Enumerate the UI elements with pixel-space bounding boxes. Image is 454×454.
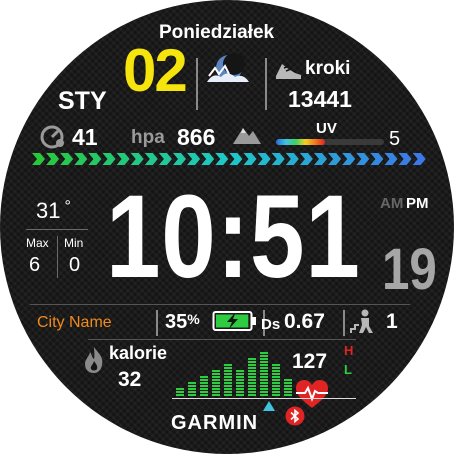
floors-value: 1 bbox=[386, 310, 398, 333]
uv-bar bbox=[276, 139, 384, 145]
battery-percent: 35% bbox=[165, 311, 200, 334]
temperature-number: 31 bbox=[36, 198, 61, 223]
distance-label: Ds bbox=[261, 316, 281, 333]
lower-divider bbox=[88, 339, 356, 340]
chevron bbox=[229, 153, 243, 165]
chevron bbox=[342, 153, 356, 165]
barometer-value: 41 bbox=[72, 124, 98, 150]
chevron bbox=[314, 153, 327, 165]
heart-icon bbox=[296, 380, 328, 408]
max-value: 6 bbox=[29, 254, 41, 276]
chevron bbox=[102, 153, 116, 165]
uv-bar-fill bbox=[276, 139, 325, 145]
calories-label: kalorie bbox=[109, 343, 168, 363]
chevron bbox=[130, 153, 144, 165]
battery-icon bbox=[212, 311, 256, 331]
calories-value: 32 bbox=[118, 368, 142, 391]
pressure-value: 866 bbox=[177, 124, 216, 150]
chevron bbox=[257, 153, 271, 165]
chevron bbox=[299, 153, 313, 165]
chevron bbox=[384, 153, 398, 165]
chevron bbox=[243, 153, 257, 165]
heart-rate-value: 127 bbox=[292, 350, 328, 373]
heart-rate-bar bbox=[176, 388, 184, 396]
city-name: City Name bbox=[37, 314, 112, 331]
chevron bbox=[158, 153, 172, 165]
heart-rate-bar bbox=[260, 352, 268, 396]
brand-logo: GARMIN bbox=[171, 412, 259, 434]
battery-divider bbox=[263, 310, 265, 336]
degree-symbol: ° bbox=[64, 198, 71, 215]
chevron bbox=[370, 153, 384, 165]
steps-value: 13441 bbox=[288, 86, 352, 112]
flame-icon bbox=[85, 347, 103, 373]
weather-divider bbox=[26, 229, 88, 230]
chart-baseline bbox=[172, 398, 356, 399]
chevron bbox=[173, 153, 186, 165]
chevron bbox=[144, 153, 158, 165]
bluetooth-icon bbox=[285, 406, 305, 426]
heart-rate-bar bbox=[272, 364, 280, 396]
heart-high-label: H bbox=[344, 343, 354, 358]
chevron bbox=[46, 153, 60, 165]
chevron bbox=[356, 153, 370, 165]
max-label: Max bbox=[26, 236, 49, 250]
heart-rate-bar bbox=[248, 358, 256, 396]
chevron bbox=[285, 153, 299, 165]
chevron bbox=[187, 153, 201, 165]
chevron bbox=[215, 153, 229, 165]
heart-rate-chart bbox=[176, 352, 292, 396]
heart-rate-bar bbox=[284, 379, 292, 396]
max-min-divider bbox=[57, 236, 58, 278]
chevron bbox=[74, 153, 88, 165]
stairs-person-icon bbox=[350, 309, 373, 333]
battery-percent-sign: % bbox=[187, 311, 200, 327]
heart-rate-bar bbox=[200, 376, 208, 396]
header-divider bbox=[265, 58, 267, 110]
day-name: Poniedziałek bbox=[159, 22, 275, 43]
heart-rate-bar bbox=[212, 370, 220, 396]
mountain-icon bbox=[233, 128, 261, 144]
uv-label: UV bbox=[316, 120, 337, 137]
steps-label: kroki bbox=[305, 58, 351, 79]
shoe-icon bbox=[276, 64, 301, 79]
seconds-display: 19 bbox=[382, 237, 437, 302]
chevron bbox=[412, 153, 426, 165]
time-display: 10:51 bbox=[106, 171, 361, 303]
heart-low-label: L bbox=[344, 362, 352, 377]
min-value: 0 bbox=[69, 254, 81, 276]
chevron bbox=[201, 153, 215, 165]
chevron bbox=[116, 153, 130, 165]
heart-rate-bar bbox=[188, 382, 196, 396]
header-divider-left bbox=[196, 58, 198, 110]
chevron bbox=[328, 153, 342, 165]
chevron-band bbox=[32, 153, 426, 165]
month-label: STY bbox=[58, 87, 107, 115]
pm-indicator: PM bbox=[406, 195, 429, 212]
middle-divider bbox=[30, 304, 410, 305]
distance-divider bbox=[343, 310, 345, 336]
temperature-value: 31 ° bbox=[36, 198, 71, 224]
distance-value: 0.67 bbox=[284, 310, 325, 333]
min-label: Min bbox=[64, 236, 84, 250]
city-divider bbox=[156, 310, 158, 336]
uv-value: 5 bbox=[389, 128, 401, 150]
pressure-label: hpa bbox=[131, 127, 165, 148]
am-indicator: AM bbox=[380, 195, 404, 212]
heart-rate-bar bbox=[224, 364, 232, 396]
battery-percent-value: 35 bbox=[165, 311, 188, 333]
chevron bbox=[271, 153, 285, 165]
moon-cloud-icon bbox=[207, 53, 249, 82]
gauge-icon bbox=[40, 125, 64, 149]
triangle-marker-icon bbox=[263, 401, 275, 411]
day-number: 02 bbox=[123, 37, 188, 104]
chevron bbox=[32, 153, 45, 165]
chevron bbox=[398, 153, 412, 165]
chevron bbox=[60, 153, 74, 165]
heart-rate-bar bbox=[236, 370, 244, 396]
chevron bbox=[88, 153, 102, 165]
